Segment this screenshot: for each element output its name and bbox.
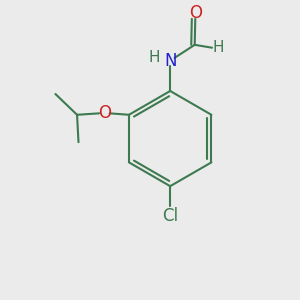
Text: H: H (148, 50, 160, 65)
Text: O: O (98, 104, 111, 122)
Text: H: H (213, 40, 224, 55)
Text: O: O (189, 4, 202, 22)
Text: N: N (164, 52, 176, 70)
Text: Cl: Cl (162, 207, 178, 225)
